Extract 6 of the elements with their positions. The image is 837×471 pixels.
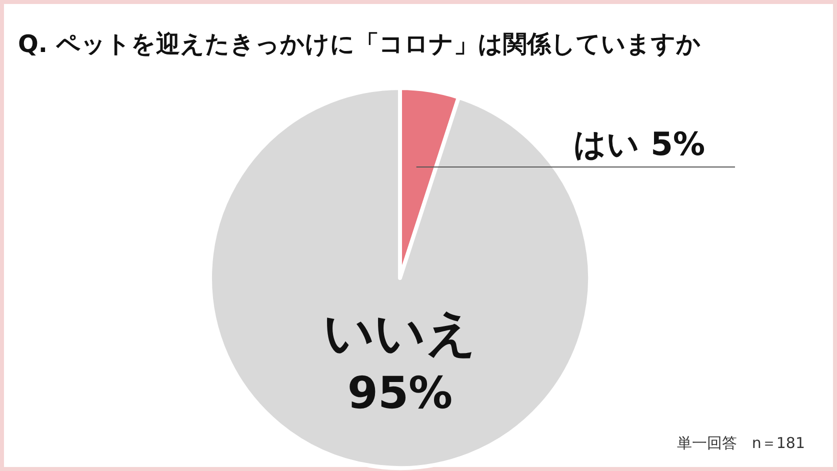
slice-label: はい [574, 125, 651, 163]
text: 単一回答 n＝181 [676, 434, 805, 452]
slice-label: いいえ [324, 304, 476, 362]
data-label: 5% [650, 125, 705, 163]
data-label: 95% [347, 368, 453, 419]
chart-title: Q. ペットを迎えたきっかけに「コロナ」は関係していますか [18, 30, 701, 58]
